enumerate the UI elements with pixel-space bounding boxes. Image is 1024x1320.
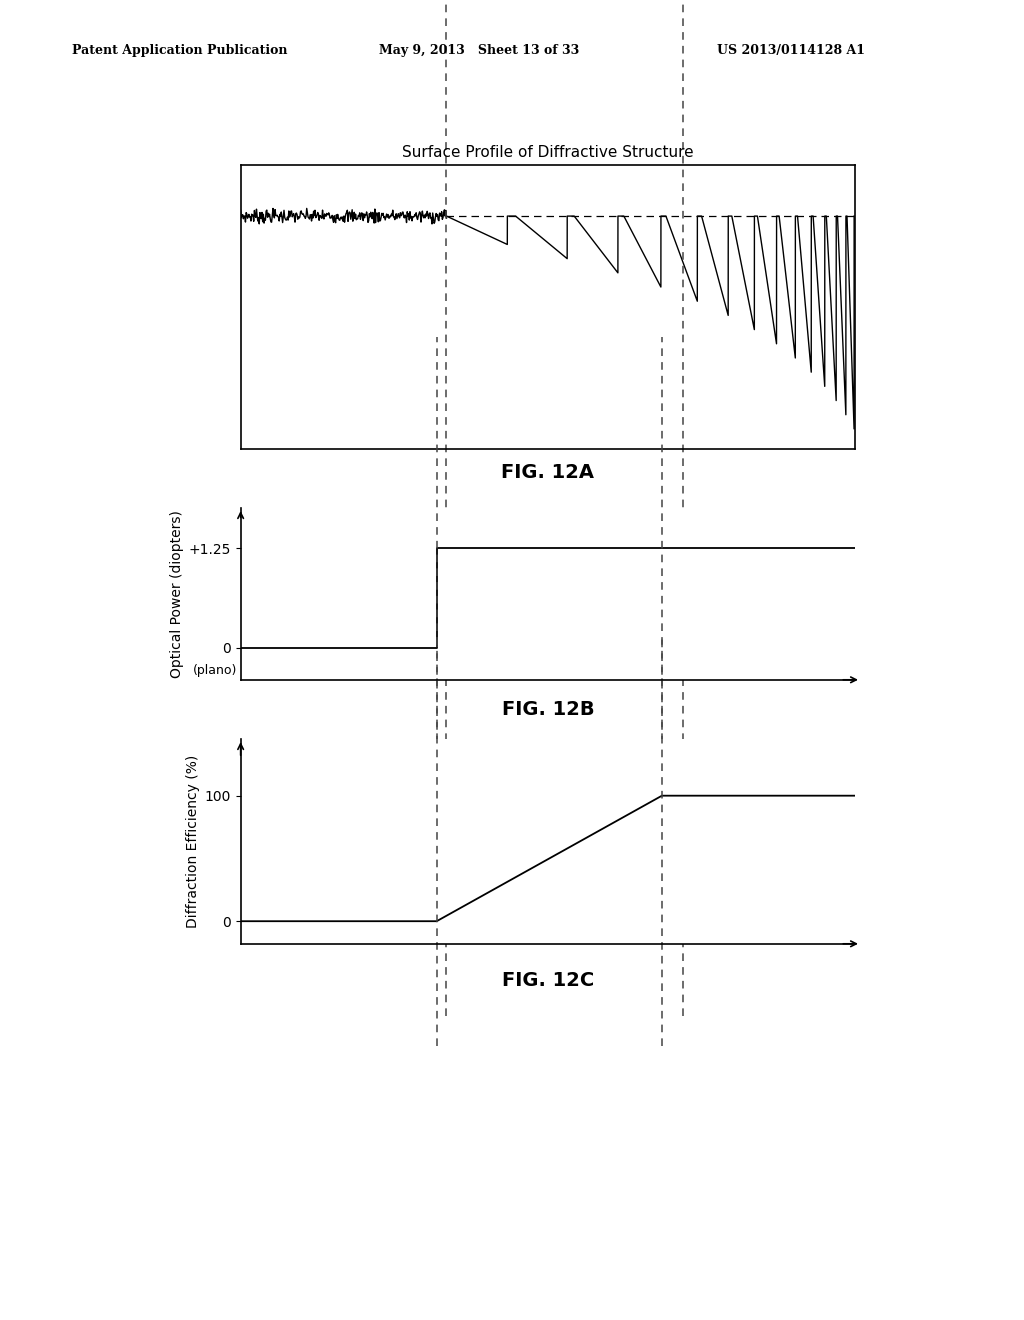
Text: FIG. 12A: FIG. 12A bbox=[502, 463, 594, 482]
Text: Patent Application Publication: Patent Application Publication bbox=[72, 44, 287, 57]
Text: May 9, 2013   Sheet 13 of 33: May 9, 2013 Sheet 13 of 33 bbox=[379, 44, 580, 57]
Text: FIG. 12C: FIG. 12C bbox=[502, 972, 594, 990]
Text: FIG. 12B: FIG. 12B bbox=[502, 701, 594, 719]
Text: (plano): (plano) bbox=[194, 664, 238, 677]
Text: US 2013/0114128 A1: US 2013/0114128 A1 bbox=[717, 44, 865, 57]
Y-axis label: Diffraction Efficiency (%): Diffraction Efficiency (%) bbox=[186, 755, 201, 928]
Y-axis label: Optical Power (diopters): Optical Power (diopters) bbox=[170, 510, 184, 678]
Title: Surface Profile of Diffractive Structure: Surface Profile of Diffractive Structure bbox=[402, 145, 693, 160]
